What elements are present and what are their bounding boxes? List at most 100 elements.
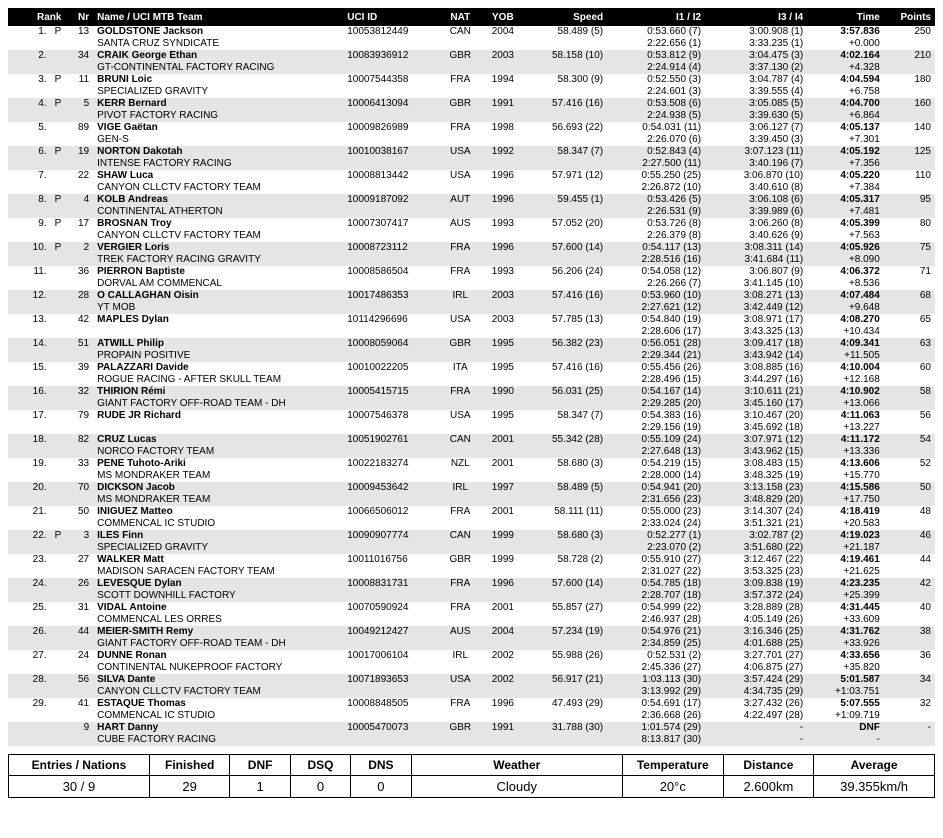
cell-p bbox=[51, 290, 66, 302]
cell-rank: 11. bbox=[8, 266, 51, 278]
cell-rank: 15. bbox=[8, 362, 51, 374]
cell-points: 75 bbox=[884, 242, 935, 254]
cell-rider: SHAW Luca bbox=[93, 170, 343, 182]
cell-i1: 0:54.976 (21) bbox=[607, 626, 705, 638]
cell-nat: FRA bbox=[439, 74, 482, 86]
cell-yob: 2002 bbox=[482, 674, 525, 686]
cell-speed: 58.347 (7) bbox=[524, 146, 607, 158]
cell-i3: 3:09.838 (19) bbox=[705, 578, 807, 590]
cell-i2: 2:26.872 (10) bbox=[607, 182, 705, 194]
table-row: 20.70DICKSON Jacob10009453642IRL199758.4… bbox=[8, 482, 935, 494]
cell-i2: 2:26.266 (7) bbox=[607, 278, 705, 290]
sum-hdr-finished: Finished bbox=[149, 755, 230, 776]
cell-uci: 10017486353 bbox=[343, 290, 439, 302]
cell-uci: 10006413094 bbox=[343, 98, 439, 110]
cell-p bbox=[51, 482, 66, 494]
cell-time: 4:19.023 bbox=[807, 530, 884, 542]
cell-team: INTENSE FACTORY RACING bbox=[93, 158, 343, 170]
cell-points: 140 bbox=[884, 122, 935, 134]
cell-nr: 9 bbox=[65, 722, 93, 734]
table-row: 26.44MEIER-SMITH Remy10049212427AUS20045… bbox=[8, 626, 935, 638]
cell-nat: IRL bbox=[439, 290, 482, 302]
cell-p bbox=[51, 386, 66, 398]
header-row: Rank Nr Name / UCI MTB Team UCI ID NAT Y… bbox=[8, 8, 935, 26]
cell-rank: 14. bbox=[8, 338, 51, 350]
cell-team: GIANT FACTORY OFF-ROAD TEAM - DH bbox=[93, 398, 343, 410]
table-row: INTENSE FACTORY RACING2:27.500 (11)3:40.… bbox=[8, 158, 935, 170]
cell-yob: 1998 bbox=[482, 122, 525, 134]
cell-p bbox=[51, 506, 66, 518]
table-row: CANYON CLLCTV FACTORY TEAM2:26.379 (8)3:… bbox=[8, 230, 935, 242]
cell-gap: +21.187 bbox=[807, 542, 884, 554]
cell-nat: USA bbox=[439, 674, 482, 686]
cell-nr: 27 bbox=[65, 554, 93, 566]
cell-rank: 29. bbox=[8, 698, 51, 710]
cell-rank: 21. bbox=[8, 506, 51, 518]
cell-nat: CAN bbox=[439, 530, 482, 542]
cell-uci: 10066506012 bbox=[343, 506, 439, 518]
cell-i1: 0:53.508 (6) bbox=[607, 98, 705, 110]
cell-gap: +9.648 bbox=[807, 302, 884, 314]
cell-i1: 0:54.031 (11) bbox=[607, 122, 705, 134]
table-row: NORCO FACTORY TEAM2:27.648 (13)3:43.962 … bbox=[8, 446, 935, 458]
cell-gap: +4.328 bbox=[807, 62, 884, 74]
cell-points: 48 bbox=[884, 506, 935, 518]
cell-speed: 56.206 (24) bbox=[524, 266, 607, 278]
sum-hdr-distance: Distance bbox=[723, 755, 814, 776]
cell-yob: 1996 bbox=[482, 170, 525, 182]
hdr-nr: Nr bbox=[65, 8, 93, 26]
cell-gap: +21.625 bbox=[807, 566, 884, 578]
cell-nat: FRA bbox=[439, 578, 482, 590]
cell-rider: HART Danny bbox=[93, 722, 343, 734]
cell-yob: 1993 bbox=[482, 218, 525, 230]
cell-p bbox=[51, 458, 66, 470]
cell-i3: 3:05.085 (5) bbox=[705, 98, 807, 110]
cell-p: P bbox=[51, 218, 66, 230]
cell-i3: 3:02.787 (2) bbox=[705, 530, 807, 542]
cell-time: 4:23.235 bbox=[807, 578, 884, 590]
cell-uci: 10053812449 bbox=[343, 26, 439, 38]
cell-yob: 1995 bbox=[482, 338, 525, 350]
cell-points: 36 bbox=[884, 650, 935, 662]
cell-gap: +13.066 bbox=[807, 398, 884, 410]
cell-time: 4:05.220 bbox=[807, 170, 884, 182]
cell-i1: 1:03.113 (30) bbox=[607, 674, 705, 686]
cell-i3: 3:12.467 (22) bbox=[705, 554, 807, 566]
table-row: 2.34CRAIK George Ethan10083936912GBR2003… bbox=[8, 50, 935, 62]
cell-speed: 58.680 (3) bbox=[524, 530, 607, 542]
cell-uci: 10022183274 bbox=[343, 458, 439, 470]
sum-val-finished: 29 bbox=[149, 776, 230, 798]
cell-i1: 0:54.691 (17) bbox=[607, 698, 705, 710]
cell-nr: 39 bbox=[65, 362, 93, 374]
cell-i1: 0:56.051 (28) bbox=[607, 338, 705, 350]
cell-nr: 36 bbox=[65, 266, 93, 278]
table-row: 13.42MAPLES Dylan10114296696USA200357.78… bbox=[8, 314, 935, 326]
table-row: CANYON CLLCTV FACTORY TEAM3:13.992 (29)4… bbox=[8, 686, 935, 698]
cell-i1: 0:55.456 (26) bbox=[607, 362, 705, 374]
cell-speed: 58.680 (3) bbox=[524, 458, 607, 470]
table-row: SPECIALIZED GRAVITY2:24.601 (3)3:39.555 … bbox=[8, 86, 935, 98]
cell-time: 4:33.656 bbox=[807, 650, 884, 662]
cell-rank: 17. bbox=[8, 410, 51, 422]
cell-gap: +1:09.719 bbox=[807, 710, 884, 722]
cell-i2: 2:29.156 (19) bbox=[607, 422, 705, 434]
cell-rider: KOLB Andreas bbox=[93, 194, 343, 206]
cell-uci: 10011016756 bbox=[343, 554, 439, 566]
cell-gap: +6.758 bbox=[807, 86, 884, 98]
table-row: 18.82CRUZ Lucas10051902761CAN200155.342 … bbox=[8, 434, 935, 446]
cell-nr: 28 bbox=[65, 290, 93, 302]
cell-time: 4:02.164 bbox=[807, 50, 884, 62]
cell-uci: 10007307417 bbox=[343, 218, 439, 230]
cell-uci: 10008813442 bbox=[343, 170, 439, 182]
table-row: DORVAL AM COMMENCAL2:26.266 (7)3:41.145 … bbox=[8, 278, 935, 290]
cell-p bbox=[51, 314, 66, 326]
cell-team: CANYON CLLCTV FACTORY TEAM bbox=[93, 230, 343, 242]
cell-nr: 19 bbox=[65, 146, 93, 158]
cell-nat: CAN bbox=[439, 434, 482, 446]
cell-i3: 3:08.311 (14) bbox=[705, 242, 807, 254]
cell-team: ROGUE RACING - AFTER SKULL TEAM bbox=[93, 374, 343, 386]
cell-nr: 50 bbox=[65, 506, 93, 518]
table-row: MADISON SARACEN FACTORY TEAM2:31.027 (22… bbox=[8, 566, 935, 578]
sum-val-distance: 2.600km bbox=[723, 776, 814, 798]
cell-yob: 2001 bbox=[482, 434, 525, 446]
